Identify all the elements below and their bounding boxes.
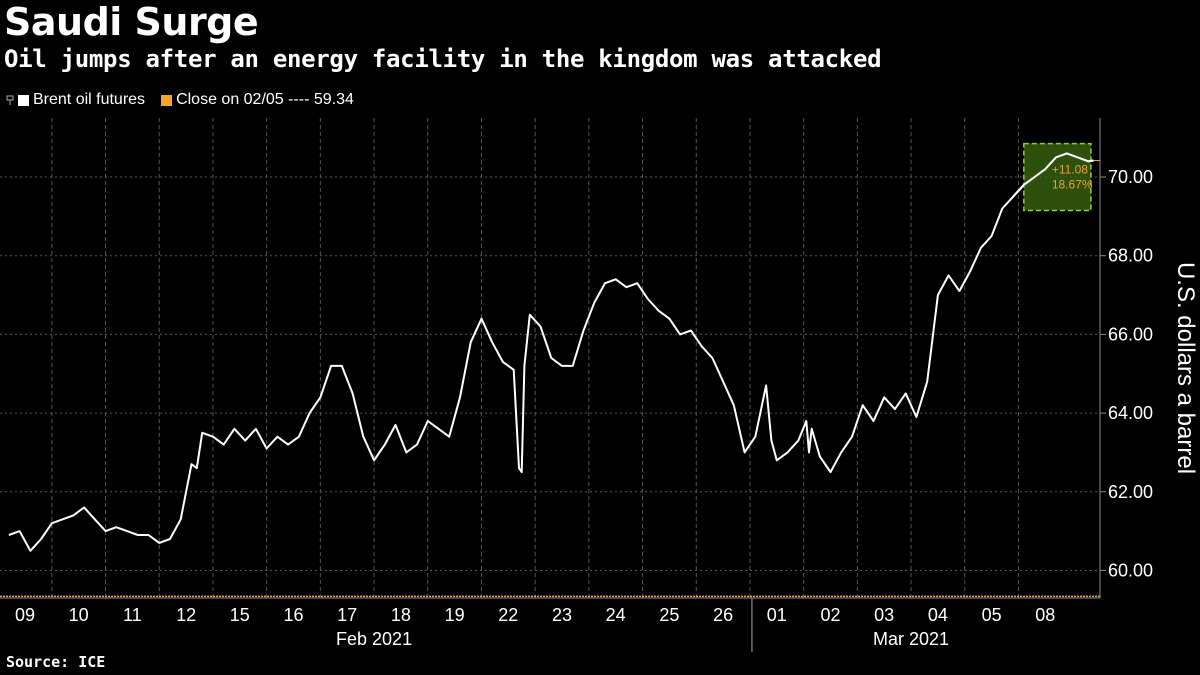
x-tick-label: 03 <box>874 605 894 625</box>
month-label: Mar 2021 <box>873 629 949 649</box>
legend-swatch-orange <box>161 94 173 106</box>
x-tick-label: 17 <box>337 605 357 625</box>
x-tick-label: 11 <box>123 605 142 625</box>
chart-subtitle: Oil jumps after an energy facility in th… <box>4 45 882 73</box>
legend-label-close: Close on 02/05 ---- 59.34 <box>176 91 354 108</box>
x-tick-label: 04 <box>928 605 948 625</box>
pin-icon <box>6 95 14 105</box>
x-tick-label: 26 <box>713 605 733 625</box>
source-note: Source: ICE <box>6 653 106 671</box>
x-tick-label: 05 <box>982 605 1002 625</box>
legend-label-brent: Brent oil futures <box>33 91 146 108</box>
x-tick-label: 24 <box>606 605 626 625</box>
x-tick-label: 18 <box>391 605 411 625</box>
x-tick-label: 09 <box>15 605 35 625</box>
x-tick-label: 22 <box>498 605 518 625</box>
annotation-change: +11.08 <box>1052 163 1088 177</box>
y-tick-label: 68.00 <box>1108 246 1153 266</box>
legend: Brent oil futures Close on 02/05 ---- 59… <box>6 91 370 109</box>
x-tick-label: 25 <box>659 605 679 625</box>
y-axis-label: U.S. dollars a barrel <box>1172 262 1199 474</box>
x-tick-label: 23 <box>552 605 572 625</box>
x-tick-label: 08 <box>1035 605 1055 625</box>
x-tick-label: 10 <box>69 605 89 625</box>
x-tick-label: 12 <box>176 605 196 625</box>
chart-title: Saudi Surge <box>4 0 259 44</box>
x-tick-label: 01 <box>767 605 787 625</box>
y-tick-label: 70.00 <box>1108 167 1153 187</box>
annotation-percent: 18.67% <box>1052 178 1093 192</box>
legend-item-close[interactable]: Close on 02/05 ---- 59.34 <box>161 91 354 109</box>
y-tick-label: 66.00 <box>1108 324 1153 344</box>
y-tick-label: 64.00 <box>1108 403 1153 423</box>
brent-series-highlight-segment <box>1012 152 1094 198</box>
x-tick-label: 19 <box>445 605 465 625</box>
x-tick-label: 16 <box>283 605 303 625</box>
month-label: Feb 2021 <box>336 629 412 649</box>
legend-swatch-white <box>18 94 29 106</box>
y-tick-label: 62.00 <box>1108 482 1153 502</box>
x-tick-label: 02 <box>820 605 840 625</box>
brent-series-line <box>8 152 1094 552</box>
x-tick-label: 15 <box>230 605 250 625</box>
legend-item-brent[interactable]: Brent oil futures <box>6 91 145 109</box>
y-tick-label: 60.00 <box>1108 560 1153 580</box>
